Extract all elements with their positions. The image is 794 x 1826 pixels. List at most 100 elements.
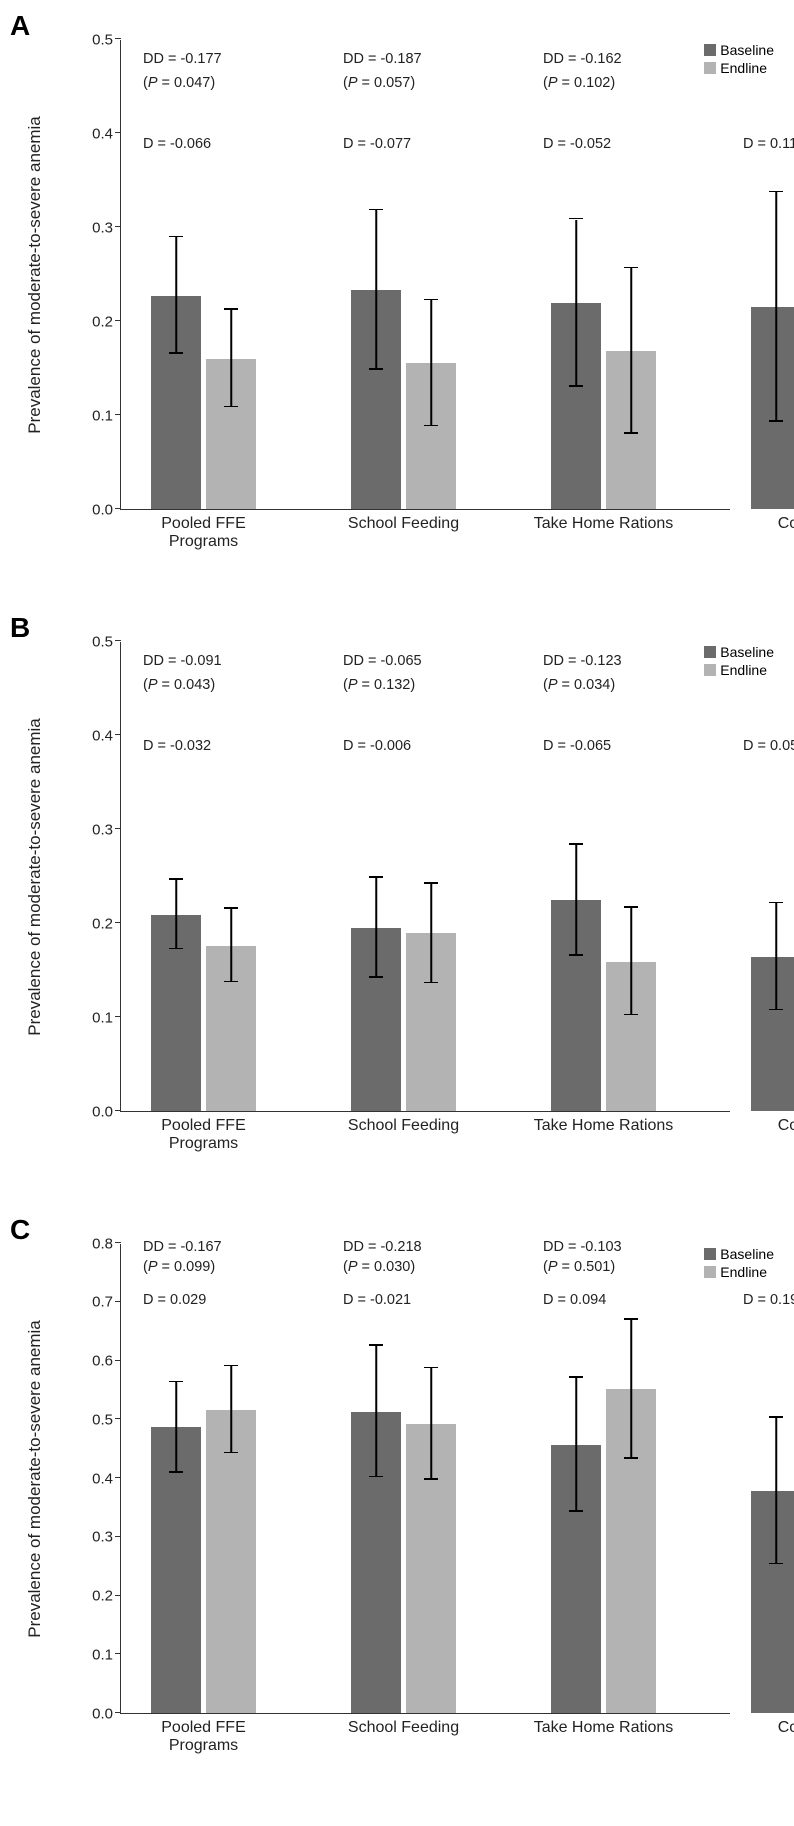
annotation-d: D = -0.032 [143,738,211,754]
y-tick-label: 0.5 [92,1411,121,1428]
y-tick-mark [115,414,121,415]
y-tick-label: 0.2 [92,313,121,330]
errorbar-cap [224,1452,238,1454]
annotation-d: D = -0.077 [343,136,411,152]
annotation-dd: DD = -0.177 [143,51,222,67]
x-tick-label: Take Home Rations [534,1111,674,1135]
y-axis-title: Prevalence of moderate-to-severe anemia [25,40,45,510]
annotation-dd: DD = -0.218 [343,1239,422,1255]
errorbar-cap [624,267,638,269]
annotation-dd: DD = -0.103 [543,1239,622,1255]
panel-a: APrevalence of moderate-to-severe anemia… [10,10,784,600]
x-tick-label: Pooled FFEPrograms [134,1713,274,1755]
x-tick-label: Control [734,509,794,533]
errorbar-line [575,220,577,387]
errorbar-cap [424,1478,438,1480]
y-axis-title: Prevalence of moderate-to-severe anemia [25,642,45,1112]
y-tick-mark [115,320,121,321]
y-tick-mark [115,132,121,133]
errorbar-cap [369,876,383,878]
annotation-p: (P = 0.047) [143,75,215,91]
errorbar-cap [424,882,438,884]
y-tick-mark [115,1110,121,1111]
x-tick-label: Pooled FFEPrograms [134,509,274,551]
errorbar-line [430,300,432,426]
y-tick-mark [115,1418,121,1419]
errorbar-cap [769,191,783,193]
bar [751,1491,794,1713]
errorbar-cap [624,1318,638,1320]
y-tick-mark [115,922,121,923]
errorbar-cap [424,299,438,301]
y-tick-label: 0.5 [92,633,121,650]
errorbar-cap [624,1014,638,1016]
panel-b: BPrevalence of moderate-to-severe anemia… [10,612,784,1202]
x-tick-label: Control [734,1713,794,1737]
errorbar-line [375,878,377,978]
errorbar-cap [569,843,583,845]
y-tick-mark [115,734,121,735]
errorbar-cap [169,1471,183,1473]
annotation-p: (P = 0.501) [543,1259,615,1275]
annotation-p: (P = 0.030) [343,1259,415,1275]
annotation-p: (P = 0.102) [543,75,615,91]
errorbar-cap [624,906,638,908]
errorbar-line [175,1382,177,1472]
errorbar-cap [424,982,438,984]
errorbar-cap [369,1476,383,1478]
errorbar-line [630,268,632,433]
y-tick-label: 0.1 [92,407,121,424]
y-tick-mark [115,1242,121,1243]
errorbar-line [230,1366,232,1453]
errorbar-cap [169,352,183,354]
annotation-d: D = -0.065 [543,738,611,754]
errorbar-line [575,845,577,956]
errorbar-line [230,310,232,408]
errorbar-cap [224,1365,238,1367]
annotation-dd: DD = -0.065 [343,653,422,669]
annotation-dd: DD = -0.091 [143,653,222,669]
errorbar-line [430,884,432,984]
x-tick-label: School Feeding [334,1713,474,1737]
panel-label: C [10,1214,30,1246]
errorbar-cap [224,907,238,909]
y-tick-mark [115,1595,121,1596]
plot-area: 0.00.10.20.30.40.50.60.70.8Pooled FFEPro… [120,1244,730,1714]
errorbar-line [575,1378,577,1512]
errorbar-cap [569,385,583,387]
y-tick-label: 0.4 [92,727,121,744]
errorbar-cap [769,902,783,904]
errorbar-cap [769,1563,783,1565]
y-tick-mark [115,1477,121,1478]
errorbar-cap [424,1367,438,1369]
errorbar-cap [569,1376,583,1378]
errorbar-cap [369,209,383,211]
y-tick-label: 0.3 [92,1529,121,1546]
y-tick-label: 0.8 [92,1235,121,1252]
annotation-dd: DD = -0.162 [543,51,622,67]
errorbar-line [630,1320,632,1459]
errorbar-cap [769,1416,783,1418]
bar [206,1410,256,1713]
y-tick-mark [115,640,121,641]
errorbar-line [775,192,777,421]
errorbar-line [430,1368,432,1480]
errorbar-cap [769,420,783,422]
annotation-d: D = 0.197 [743,1292,794,1308]
errorbar-cap [224,308,238,310]
errorbar-line [175,880,177,950]
errorbar-cap [169,236,183,238]
annotation-d: D = 0.094 [543,1292,606,1308]
errorbar-cap [369,368,383,370]
annotation-p: (P = 0.132) [343,677,415,693]
errorbar-cap [569,1510,583,1512]
annotation-dd: DD = -0.123 [543,653,622,669]
figure: APrevalence of moderate-to-severe anemia… [10,10,784,1804]
x-tick-label: Control [734,1111,794,1135]
y-tick-label: 0.0 [92,501,121,518]
y-tick-label: 0.5 [92,31,121,48]
y-tick-label: 0.4 [92,1470,121,1487]
annotation-p: (P = 0.099) [143,1259,215,1275]
y-tick-mark [115,508,121,509]
y-tick-label: 0.4 [92,125,121,142]
